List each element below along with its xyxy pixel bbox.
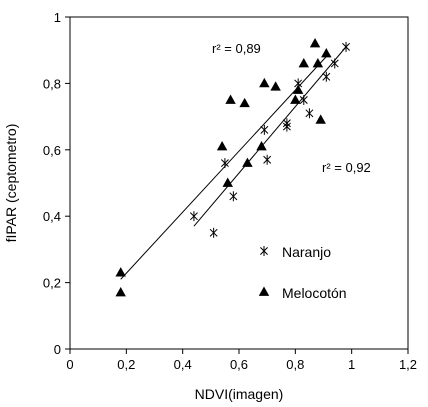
data-point-melocoton — [225, 94, 236, 104]
data-point-naranjo — [229, 191, 238, 202]
y-axis-ticks: 0 0,2 0,4 0,6 0,8 1 — [43, 10, 70, 357]
data-point-naranjo — [260, 124, 269, 135]
y-axis-label: fIPAR (ceptometro) — [3, 124, 19, 243]
r2-annotation-melocoton: r² = 0,89 — [212, 41, 261, 56]
x-tick-label: 1 — [348, 357, 355, 372]
x-tick-label: 0,2 — [117, 357, 135, 372]
data-point-melocoton — [321, 48, 332, 58]
y-tick-label: 1 — [54, 10, 61, 25]
y-tick-label: 0,2 — [43, 276, 61, 291]
legend-label-melocoton: Melocotón — [282, 285, 347, 301]
data-point-naranjo — [299, 95, 308, 105]
data-point-naranjo — [220, 158, 229, 169]
x-tick-label: 0,4 — [174, 357, 192, 372]
data-point-melocoton — [239, 97, 250, 108]
data-markers — [115, 38, 350, 297]
y-tick-label: 0 — [54, 342, 61, 357]
legend-symbol-triangle — [258, 286, 270, 296]
x-tick-label: 0,6 — [230, 357, 248, 372]
x-tick-label: 1,2 — [399, 357, 417, 372]
data-point-melocoton — [242, 157, 253, 167]
legend-marker-melocoton — [258, 286, 270, 296]
data-point-naranjo — [282, 118, 291, 129]
data-point-melocoton — [216, 140, 228, 151]
x-axis-label: NDVI(imagen) — [195, 386, 284, 402]
data-point-naranjo — [263, 154, 272, 165]
x-tick-label: 0 — [66, 357, 73, 372]
data-point-melocoton — [298, 57, 310, 68]
data-point-naranjo — [305, 108, 314, 119]
data-point-melocoton — [309, 38, 321, 48]
r2-annotation-naranjo: r² = 0,92 — [322, 160, 371, 175]
data-point-naranjo — [209, 227, 218, 238]
data-point-melocoton — [222, 177, 233, 187]
x-axis-ticks: 0 0,2 0,4 0,6 0,8 1 1,2 — [66, 349, 417, 372]
data-point-melocoton — [270, 81, 281, 91]
data-point-naranjo — [330, 58, 339, 69]
data-point-melocoton — [312, 57, 324, 68]
fit-line-naranjo — [193, 46, 347, 227]
y-tick-label: 0,8 — [43, 76, 61, 91]
legend-label-naranjo: Naranjo — [282, 244, 331, 260]
data-point-melocoton — [292, 84, 304, 94]
data-point-naranjo — [342, 41, 350, 52]
legend-marker-naranjo — [260, 246, 268, 256]
data-point-melocoton — [115, 287, 126, 297]
legend: Naranjo Melocotón — [258, 244, 347, 301]
data-point-melocoton — [256, 140, 267, 151]
y-tick-label: 0,4 — [43, 209, 61, 224]
y-tick-label: 0,6 — [43, 143, 61, 158]
data-point-melocoton — [115, 267, 126, 277]
data-point-melocoton — [315, 114, 326, 124]
x-tick-label: 0,8 — [286, 357, 304, 372]
data-point-naranjo — [322, 71, 331, 82]
data-point-melocoton — [290, 94, 301, 104]
data-point-melocoton — [259, 77, 270, 88]
data-point-naranjo — [189, 211, 198, 222]
legend-symbol-asterisk — [260, 246, 268, 256]
